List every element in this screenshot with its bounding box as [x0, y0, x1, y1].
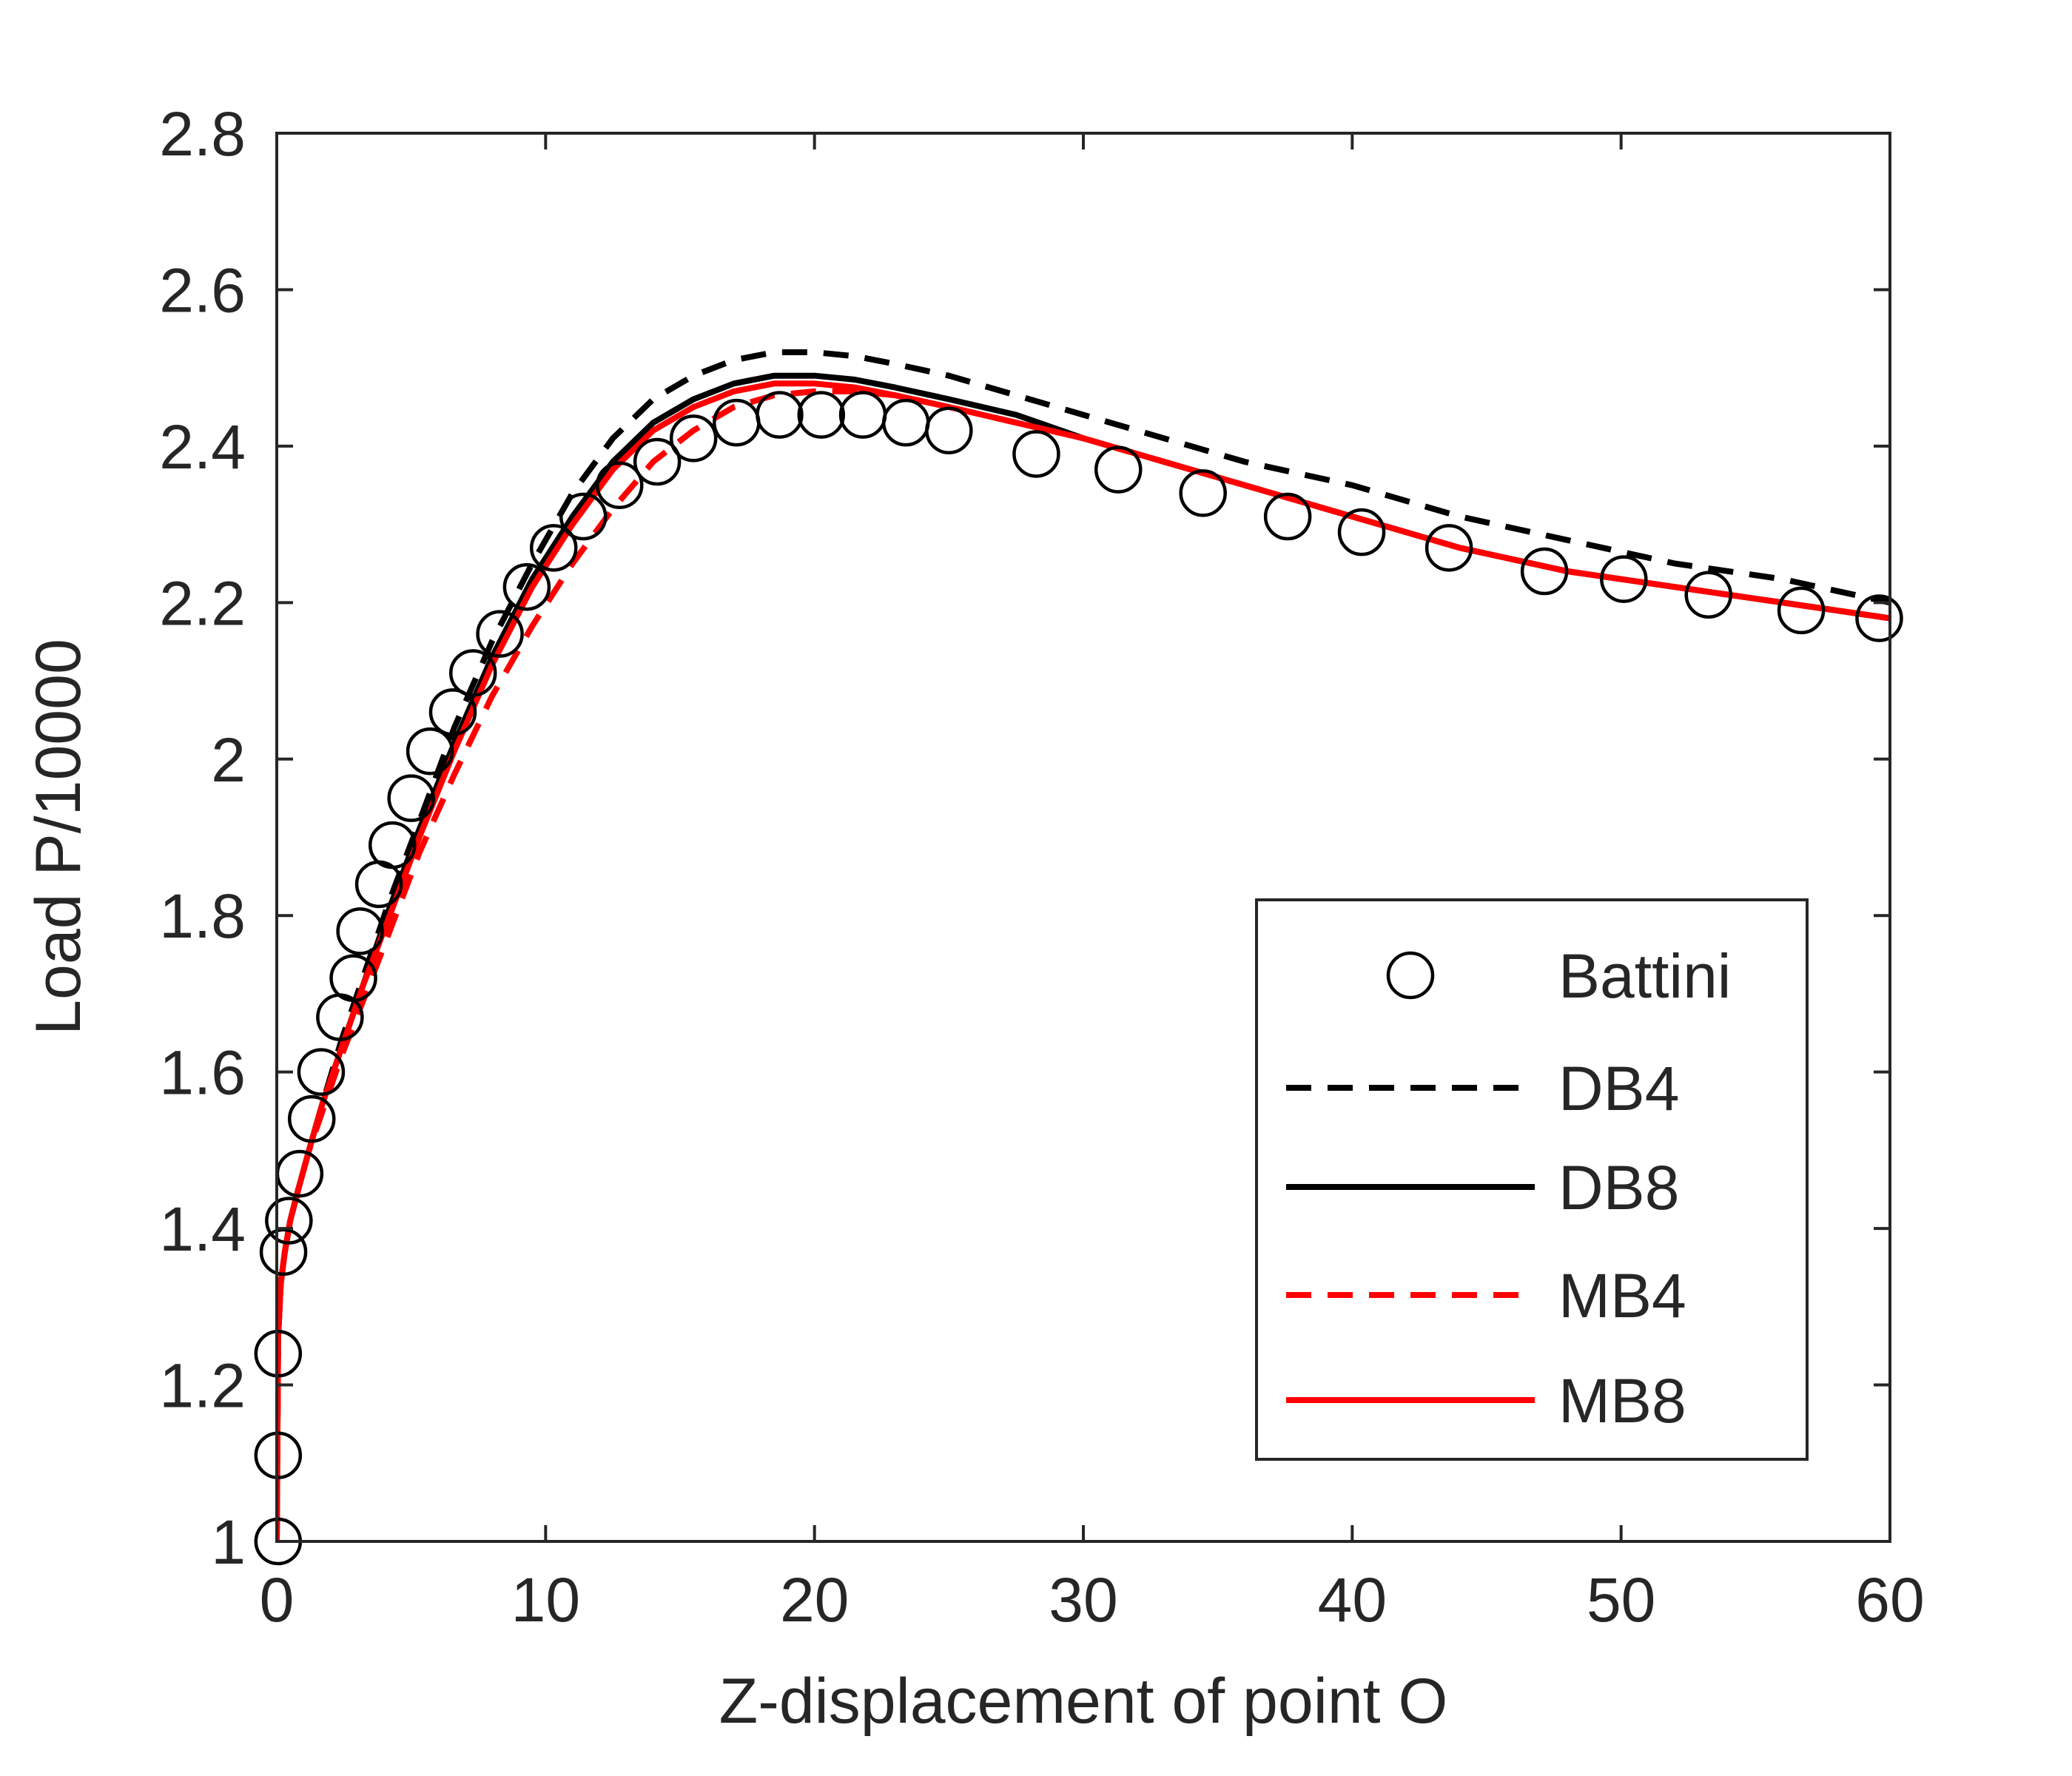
battini-marker [633, 437, 682, 486]
legend-swatch-battini [1386, 951, 1435, 1000]
legend-box [1255, 898, 1809, 1461]
battini-marker [1855, 594, 1903, 642]
battini-marker [925, 406, 973, 454]
x-tick-label: 60 [1855, 1565, 1924, 1635]
y-tick-label: 2.4 [159, 412, 246, 482]
battini-marker [756, 391, 804, 439]
x-tick-label: 40 [1318, 1565, 1387, 1635]
legend-label-db4: DB4 [1558, 1054, 1679, 1123]
x-tick-label: 0 [260, 1565, 295, 1635]
legend: Battini DB4 DB8 MB4 MB8 [1255, 898, 1809, 1461]
battini-marker [1684, 571, 1732, 619]
battini-marker [559, 492, 608, 541]
battini-marker [287, 1094, 336, 1143]
x-axis-label: Z-displacement of point O [719, 1666, 1448, 1737]
battini-marker [265, 1197, 313, 1245]
y-axis-label: Load P/10000 [23, 639, 94, 1035]
battini-marker [797, 391, 845, 439]
marker-layer [254, 391, 1903, 1566]
battini-marker [1424, 524, 1473, 572]
legend-label-mb8: MB8 [1558, 1366, 1686, 1436]
battini-marker [387, 774, 435, 822]
battini-marker [596, 461, 644, 509]
battini-marker [669, 414, 718, 462]
battini-marker [406, 727, 454, 776]
y-tick-label: 2.2 [159, 568, 246, 638]
battini-marker [1337, 508, 1386, 556]
battini-marker [368, 821, 417, 870]
x-tick-label: 50 [1587, 1565, 1655, 1635]
legend-label-battini: Battini [1558, 941, 1731, 1011]
tick-layer: 0 10 20 30 40 50 60 1 1.2 1.4 1.6 1.8 2 2.2 2.4 2.6 2.8 [159, 99, 1925, 1635]
battini-marker [476, 610, 524, 658]
battini-marker [529, 524, 578, 572]
battini-marker [1777, 586, 1826, 635]
battini-marker [336, 907, 384, 955]
y-tick-label: 1.8 [159, 881, 246, 951]
battini-marker [1600, 555, 1648, 603]
x-tick-label: 10 [511, 1565, 580, 1635]
battini-marker [297, 1048, 346, 1096]
y-tick-label: 1.4 [159, 1194, 246, 1264]
y-tick-label: 1.2 [159, 1351, 246, 1421]
y-tick-label: 2.8 [159, 99, 246, 169]
battini-marker [1263, 492, 1312, 541]
battini-marker [428, 688, 477, 736]
x-tick-label: 30 [1049, 1565, 1117, 1635]
battini-marker [1520, 547, 1569, 596]
y-tick-label: 2 [211, 725, 246, 795]
y-tick-label: 2.6 [159, 255, 246, 325]
legend-label-mb4: MB4 [1558, 1261, 1686, 1331]
battini-marker [502, 562, 551, 611]
battini-marker [1094, 445, 1143, 494]
battini-marker [1012, 430, 1060, 478]
battini-marker [448, 649, 497, 697]
battini-marker [329, 954, 377, 1003]
x-tick-label: 20 [780, 1565, 849, 1635]
y-tick-label: 1.6 [159, 1038, 246, 1108]
battini-marker [1179, 469, 1227, 517]
legend-label-db8: DB8 [1558, 1153, 1679, 1222]
y-tick-label: 1 [211, 1507, 246, 1577]
